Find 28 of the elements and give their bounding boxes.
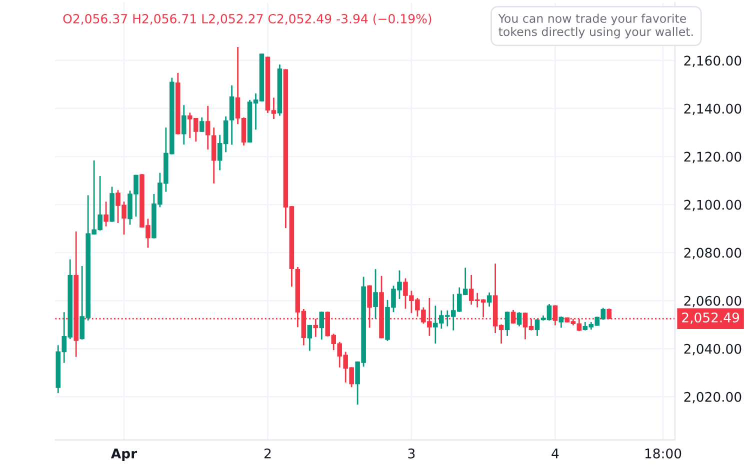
candlestick [104, 200, 108, 228]
x-tick-label: 2 [264, 448, 271, 458]
candlestick [319, 310, 324, 340]
candlestick [229, 84, 234, 146]
ref-line-label: 2,052.49 [682, 312, 739, 324]
candlestick [486, 292, 492, 308]
candlestick [504, 310, 510, 337]
x-tick-label: Apr [110, 448, 138, 462]
y-tick-label: 2,120.00 [684, 152, 742, 164]
candlestick [373, 268, 378, 320]
candlestick [516, 311, 522, 328]
candlestick [182, 104, 186, 146]
y-tick-label: 2,140.00 [684, 104, 742, 116]
x-tick-label: 4 [552, 448, 559, 458]
y-tick-label: 2,100.00 [684, 200, 742, 212]
x-tick-label: 3 [408, 448, 415, 458]
y-tick-label: 2,080.00 [684, 248, 742, 260]
y-tick-label: 2,160.00 [684, 56, 742, 68]
annotation: O2,056.37 H2,056.71 L2,052.27 C2,052.49 -3.94 (−0.19%) [63, 14, 432, 25]
candlestick [558, 316, 564, 328]
x-tick-label: 18:00 [645, 448, 682, 458]
candlestick [307, 324, 312, 352]
y-tick-label: 2,020.00 [684, 392, 742, 404]
annotation: You can now trade your favorite tokens directly using your wallet. [498, 14, 693, 38]
y-tick-label: 2,060.00 [684, 296, 742, 308]
y-tick-label: 2,040.00 [684, 344, 742, 356]
candlestick [199, 116, 204, 133]
candlestick [205, 105, 210, 150]
